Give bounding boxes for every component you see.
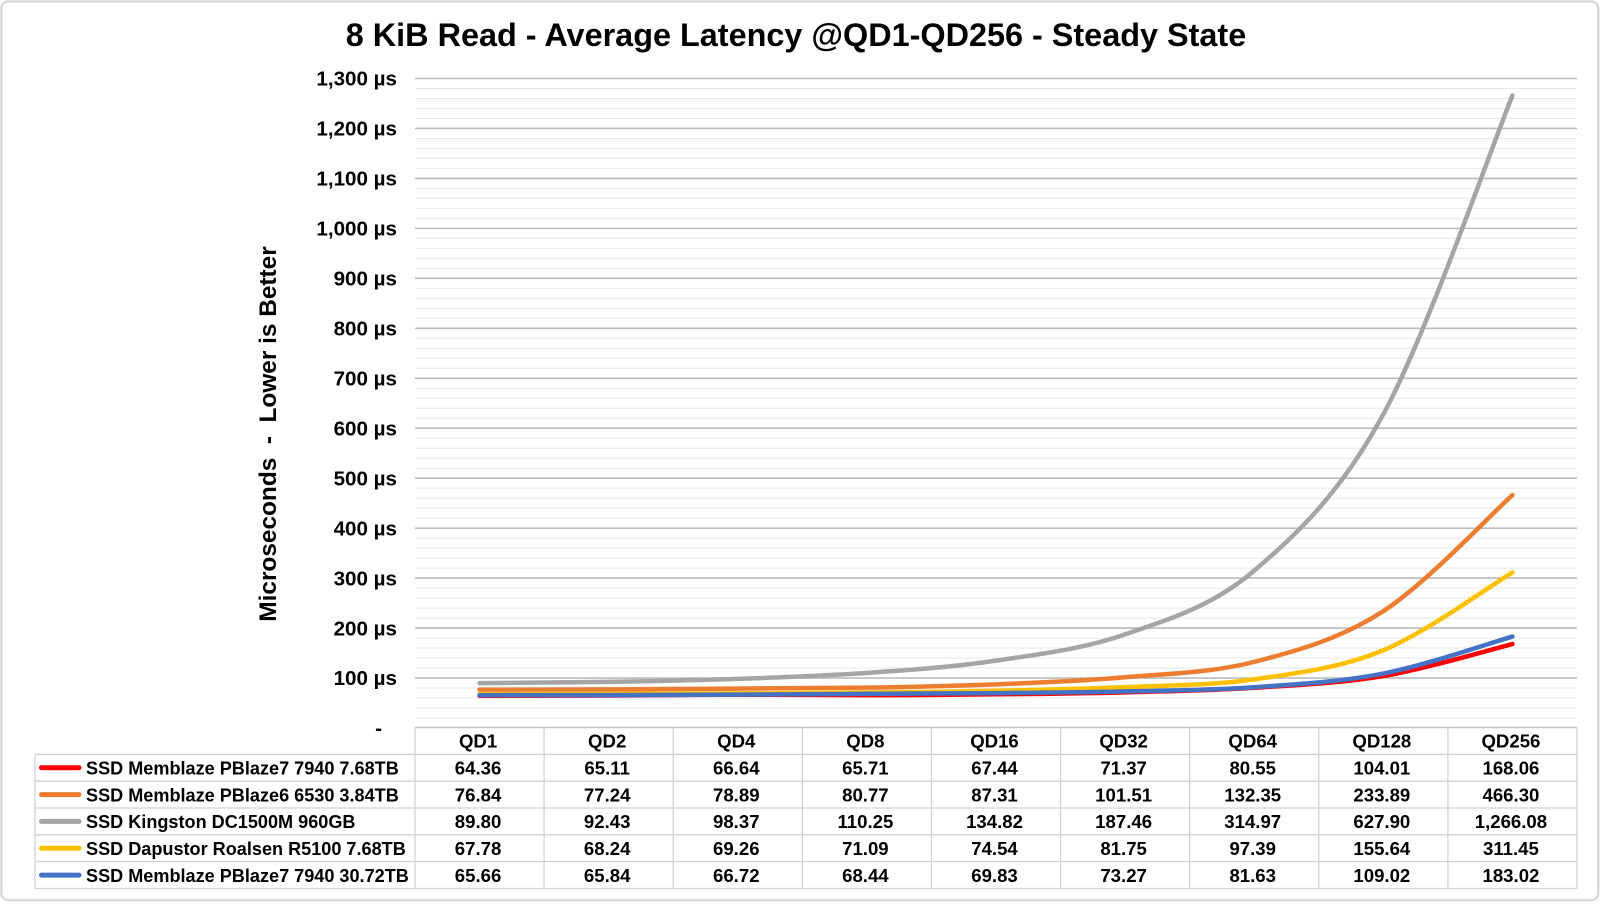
svg-text:QD2: QD2 bbox=[588, 731, 626, 752]
svg-text:80.55: 80.55 bbox=[1229, 758, 1276, 779]
svg-text:1,000 µs: 1,000 µs bbox=[316, 218, 397, 241]
svg-text:-: - bbox=[375, 717, 382, 740]
svg-text:65.71: 65.71 bbox=[842, 758, 889, 779]
svg-text:600 µs: 600 µs bbox=[334, 417, 397, 440]
svg-text:466.30: 466.30 bbox=[1483, 784, 1540, 805]
svg-text:109.02: 109.02 bbox=[1353, 865, 1410, 886]
svg-text:74.54: 74.54 bbox=[971, 838, 1018, 859]
svg-text:700 µs: 700 µs bbox=[334, 367, 397, 390]
svg-text:QD4: QD4 bbox=[717, 731, 756, 752]
svg-text:65.11: 65.11 bbox=[584, 758, 630, 779]
svg-text:1,200 µs: 1,200 µs bbox=[316, 118, 397, 141]
svg-text:QD1: QD1 bbox=[459, 731, 497, 752]
svg-text:400 µs: 400 µs bbox=[334, 517, 397, 540]
svg-text:QD32: QD32 bbox=[1099, 731, 1148, 752]
svg-text:78.89: 78.89 bbox=[713, 784, 760, 805]
svg-text:314.97: 314.97 bbox=[1224, 811, 1281, 832]
svg-text:100 µs: 100 µs bbox=[334, 667, 397, 690]
svg-text:300 µs: 300 µs bbox=[334, 567, 397, 590]
svg-text:110.25: 110.25 bbox=[837, 811, 893, 832]
svg-text:67.44: 67.44 bbox=[971, 758, 1018, 779]
svg-text:SSD Dapustor Roalsen R5100 7.6: SSD Dapustor Roalsen R5100 7.68TB bbox=[86, 839, 406, 859]
svg-text:65.66: 65.66 bbox=[455, 865, 502, 886]
svg-text:67.78: 67.78 bbox=[455, 838, 502, 859]
svg-text:69.26: 69.26 bbox=[713, 838, 760, 859]
svg-text:1,300 µs: 1,300 µs bbox=[316, 68, 397, 91]
svg-text:76.84: 76.84 bbox=[455, 784, 502, 805]
svg-text:92.43: 92.43 bbox=[584, 811, 631, 832]
svg-text:SSD Memblaze PBlaze7 7940 7.68: SSD Memblaze PBlaze7 7940 7.68TB bbox=[86, 759, 399, 779]
svg-text:69.83: 69.83 bbox=[971, 865, 1018, 886]
svg-text:SSD Memblaze PBlaze6 6530 3.84: SSD Memblaze PBlaze6 6530 3.84TB bbox=[86, 785, 399, 805]
svg-text:66.64: 66.64 bbox=[713, 758, 760, 779]
svg-text:81.63: 81.63 bbox=[1229, 865, 1276, 886]
svg-text:311.45: 311.45 bbox=[1483, 838, 1539, 859]
svg-text:SSD Kingston DC1500M 960GB: SSD Kingston DC1500M 960GB bbox=[86, 812, 355, 832]
svg-text:SSD Memblaze PBlaze7 7940 30.7: SSD Memblaze PBlaze7 7940 30.72TB bbox=[86, 866, 409, 886]
svg-text:87.31: 87.31 bbox=[971, 784, 1018, 805]
svg-text:183.02: 183.02 bbox=[1483, 865, 1540, 886]
svg-text:77.24: 77.24 bbox=[584, 784, 631, 805]
svg-text:1,100 µs: 1,100 µs bbox=[316, 168, 397, 191]
svg-text:80.77: 80.77 bbox=[842, 784, 889, 805]
svg-text:QD16: QD16 bbox=[970, 731, 1019, 752]
svg-text:81.75: 81.75 bbox=[1100, 838, 1147, 859]
svg-text:104.01: 104.01 bbox=[1353, 758, 1410, 779]
svg-text:8 KiB Read - Average Latency @: 8 KiB Read - Average Latency @QD1-QD256 … bbox=[346, 17, 1246, 53]
svg-text:68.24: 68.24 bbox=[584, 838, 631, 859]
svg-text:155.64: 155.64 bbox=[1353, 838, 1411, 859]
svg-text:73.27: 73.27 bbox=[1100, 865, 1147, 886]
svg-text:98.37: 98.37 bbox=[713, 811, 760, 832]
svg-text:71.09: 71.09 bbox=[842, 838, 889, 859]
svg-text:627.90: 627.90 bbox=[1353, 811, 1410, 832]
svg-text:QD256: QD256 bbox=[1481, 731, 1540, 752]
svg-text:89.80: 89.80 bbox=[455, 811, 502, 832]
svg-text:101.51: 101.51 bbox=[1095, 784, 1152, 805]
svg-text:800 µs: 800 µs bbox=[334, 318, 397, 341]
svg-text:QD128: QD128 bbox=[1352, 731, 1411, 752]
svg-text:900 µs: 900 µs bbox=[334, 268, 397, 291]
svg-text:66.72: 66.72 bbox=[713, 865, 760, 886]
svg-text:68.44: 68.44 bbox=[842, 865, 889, 886]
svg-text:132.35: 132.35 bbox=[1224, 784, 1281, 805]
svg-text:187.46: 187.46 bbox=[1095, 811, 1152, 832]
svg-text:QD64: QD64 bbox=[1228, 731, 1277, 752]
svg-text:65.84: 65.84 bbox=[584, 865, 631, 886]
svg-text:200 µs: 200 µs bbox=[334, 617, 397, 640]
svg-text:168.06: 168.06 bbox=[1483, 758, 1540, 779]
svg-text:Microseconds - Lower is Bett: Microseconds - Lower is Better bbox=[255, 246, 282, 622]
svg-text:134.82: 134.82 bbox=[966, 811, 1023, 832]
svg-text:64.36: 64.36 bbox=[455, 758, 502, 779]
svg-text:QD8: QD8 bbox=[846, 731, 884, 752]
svg-text:97.39: 97.39 bbox=[1229, 838, 1276, 859]
svg-text:71.37: 71.37 bbox=[1100, 758, 1147, 779]
svg-text:500 µs: 500 µs bbox=[334, 467, 397, 490]
svg-text:233.89: 233.89 bbox=[1353, 784, 1410, 805]
svg-text:1,266.08: 1,266.08 bbox=[1475, 811, 1547, 832]
